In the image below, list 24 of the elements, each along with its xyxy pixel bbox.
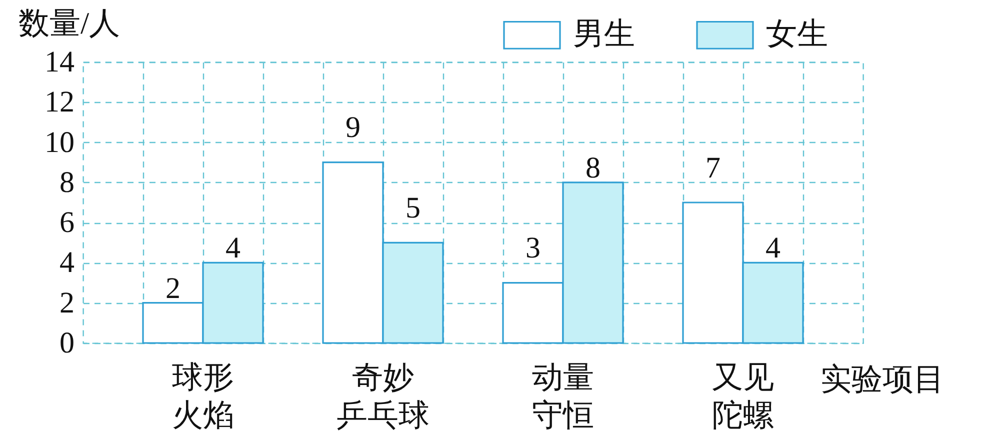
y-tick-label: 4 [60, 246, 74, 280]
y-tick-label: 14 [44, 46, 74, 78]
x-tick-label: 奇妙乒乓球 [336, 360, 430, 432]
data-label: 4 [766, 232, 780, 265]
x-axis-title: 实验项目 [820, 362, 944, 396]
legend-label: 男生 [573, 16, 635, 52]
y-tick-label: 0 [60, 326, 74, 360]
y-axis-title: 数量/人 [18, 6, 120, 40]
y-tick-label: 6 [60, 206, 74, 240]
data-label: 2 [166, 272, 180, 305]
x-tick-label: 又见陀螺 [712, 360, 774, 432]
data-label: 8 [586, 151, 600, 184]
data-label: 7 [706, 151, 720, 184]
x-tick-label: 动量守恒 [532, 360, 594, 432]
x-tick-label: 球形火焰 [172, 360, 234, 432]
legend-label: 女生 [766, 16, 828, 52]
y-tick-label: 10 [44, 126, 74, 159]
y-tick-label: 12 [44, 86, 74, 119]
y-tick-label: 8 [60, 166, 74, 199]
data-label: 3 [526, 232, 540, 265]
y-tick-label: 2 [60, 286, 74, 320]
data-label: 4 [226, 232, 240, 265]
data-label: 5 [406, 192, 420, 224]
data-label: 9 [346, 111, 360, 144]
